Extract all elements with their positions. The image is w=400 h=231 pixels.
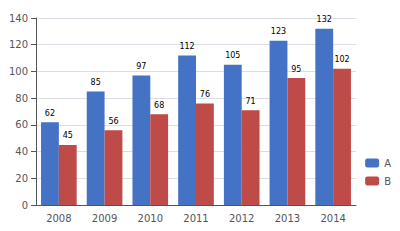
svg-text:102: 102 <box>334 55 349 64</box>
svg-text:2012: 2012 <box>229 213 254 224</box>
svg-text:62: 62 <box>45 109 55 118</box>
svg-text:0: 0 <box>22 200 28 211</box>
svg-text:B: B <box>384 176 391 187</box>
svg-text:45: 45 <box>63 131 73 140</box>
svg-text:123: 123 <box>271 27 286 36</box>
svg-text:2014: 2014 <box>320 213 345 224</box>
svg-text:97: 97 <box>136 62 146 71</box>
svg-text:2013: 2013 <box>275 213 300 224</box>
svg-text:40: 40 <box>15 146 28 157</box>
svg-text:2010: 2010 <box>138 213 163 224</box>
svg-text:80: 80 <box>15 93 28 104</box>
svg-text:120: 120 <box>9 39 28 50</box>
svg-text:76: 76 <box>200 90 210 99</box>
svg-text:112: 112 <box>179 42 194 51</box>
svg-text:2008: 2008 <box>46 213 71 224</box>
svg-text:71: 71 <box>246 97 256 106</box>
svg-text:56: 56 <box>108 117 118 126</box>
svg-text:68: 68 <box>154 101 164 110</box>
svg-text:2009: 2009 <box>92 213 117 224</box>
svg-text:140: 140 <box>9 13 28 24</box>
svg-text:100: 100 <box>9 66 28 77</box>
svg-text:A: A <box>384 158 391 169</box>
svg-text:60: 60 <box>15 119 28 130</box>
svg-text:105: 105 <box>225 51 240 60</box>
svg-text:2011: 2011 <box>183 213 208 224</box>
svg-text:95: 95 <box>291 65 301 74</box>
svg-text:85: 85 <box>91 78 101 87</box>
svg-text:20: 20 <box>15 173 28 184</box>
svg-text:132: 132 <box>317 15 332 24</box>
